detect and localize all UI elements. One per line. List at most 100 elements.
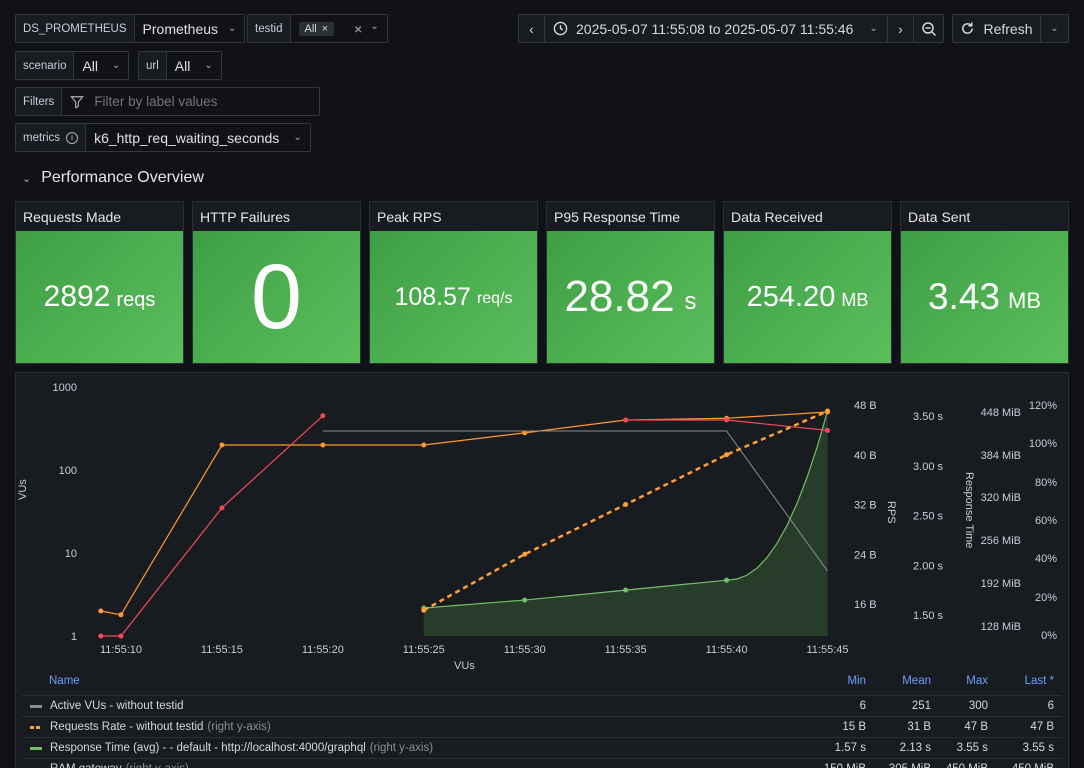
- legend-last-value: 450 MiB: [1012, 763, 1054, 768]
- legend-header-min[interactable]: Min: [847, 675, 866, 687]
- legend-min-value: 6: [859, 700, 866, 712]
- var-ds-label: DS_PROMETHEUS: [16, 15, 135, 42]
- legend-row[interactable]: Active VUs - without testid 6 251 300 6: [22, 695, 1062, 716]
- vus-red-line-b-point: [724, 417, 730, 423]
- stat-value: 28.82: [564, 272, 675, 321]
- legend-last-value: 6: [1047, 700, 1054, 712]
- stat-unit: MB: [1008, 288, 1041, 313]
- response-time-point: [724, 577, 730, 583]
- stat-body: 108.57 req/s: [370, 231, 537, 363]
- vus-red-line-b-point: [623, 417, 629, 423]
- y-response-time-axis-label: Response Time: [963, 472, 975, 549]
- var-metrics-select[interactable]: k6_http_req_waiting_seconds ⌄: [86, 124, 310, 151]
- var-testid[interactable]: testid All × × ⌄: [247, 14, 388, 43]
- section-title: Performance Overview: [41, 169, 204, 186]
- vus-orange-line-point: [118, 612, 124, 618]
- vus-red-line: [100, 415, 324, 637]
- y-percent-tick-label: 0%: [1041, 630, 1057, 642]
- testid-chip[interactable]: All ×: [298, 21, 335, 36]
- requests-rate-line-point: [825, 408, 830, 414]
- y-mib-tick-label: 320 MiB: [981, 492, 1021, 504]
- clock-icon: [553, 21, 568, 36]
- stat-unit: req/s: [476, 290, 513, 307]
- stat-body: 0: [193, 231, 360, 363]
- time-back-button[interactable]: ‹: [518, 14, 545, 43]
- var-testid-label: testid: [248, 15, 291, 42]
- vus-orange-line-point: [219, 442, 225, 448]
- var-testid-select[interactable]: All × × ⌄: [290, 15, 387, 42]
- x-tick-label: 11:55:20: [302, 644, 344, 656]
- testid-chip-label: All: [304, 22, 317, 35]
- var-url-label: url: [139, 52, 167, 79]
- y-time-tick-label: 2.00 s: [913, 560, 943, 572]
- legend-row[interactable]: Response Time (avg) - - default - http:/…: [22, 737, 1062, 758]
- var-metrics[interactable]: metrics i k6_http_req_waiting_seconds ⌄: [15, 123, 311, 152]
- vus-red-line-point: [320, 413, 326, 419]
- var-url-select[interactable]: All ⌄: [166, 52, 221, 79]
- section-row-performance[interactable]: ⌄ Performance Overview: [22, 169, 204, 187]
- stat-body: 254.20 MB: [724, 231, 891, 363]
- legend-row[interactable]: Requests Rate - without testid (right y-a…: [22, 716, 1062, 737]
- var-ds-select[interactable]: Prometheus ⌄: [134, 15, 245, 42]
- var-scenario-select[interactable]: All ⌄: [74, 52, 129, 79]
- series-color-swatch: [30, 725, 42, 729]
- vus-orange-line-point: [522, 430, 528, 436]
- y-left-axis-label: VUs: [17, 479, 29, 500]
- legend-mean-value: 305 MiB: [889, 763, 931, 768]
- requests-rate-line-point: [623, 502, 629, 507]
- stat-requests-made: Requests Made 2892 reqs: [15, 201, 184, 364]
- y-bytes-tick-label: 16 B: [854, 599, 877, 611]
- legend-max-value: 47 B: [964, 721, 988, 733]
- var-scenario[interactable]: scenario All ⌄: [15, 51, 130, 80]
- y-left-tick-label: 10: [65, 548, 77, 560]
- filter-input[interactable]: [94, 94, 295, 109]
- chip-remove-icon[interactable]: ×: [321, 22, 329, 35]
- stat-data-sent: Data Sent 3.43 MB: [900, 201, 1069, 364]
- var-url[interactable]: url All ⌄: [138, 51, 222, 80]
- chevron-down-icon: ⌄: [112, 60, 121, 71]
- y-bytes-tick-label: 48 B: [854, 400, 877, 412]
- refresh-button[interactable]: Refresh: [952, 14, 1041, 43]
- clear-icon[interactable]: ×: [354, 20, 363, 37]
- legend-header-name[interactable]: Name: [49, 675, 80, 687]
- response-time-point: [623, 587, 629, 593]
- stat-unit: reqs: [116, 288, 156, 311]
- vus-orange-line-point: [421, 442, 427, 448]
- response-time-area: [423, 411, 828, 636]
- legend-mean-value: 31 B: [907, 721, 931, 733]
- x-tick-label: 11:55:25: [403, 644, 445, 656]
- var-url-value: All: [174, 57, 191, 74]
- filter-icon: [70, 95, 85, 109]
- stat-unit: s: [684, 288, 697, 315]
- time-forward-button[interactable]: ›: [887, 14, 914, 43]
- y-time-tick-label: 1.50 s: [913, 610, 943, 622]
- y-mib-tick-label: 448 MiB: [981, 407, 1021, 419]
- stat-value: 2892: [43, 280, 111, 313]
- response-time-point: [522, 597, 528, 603]
- stat-title: Requests Made: [23, 208, 122, 225]
- refresh-interval-button[interactable]: ⌄: [1040, 14, 1069, 43]
- x-axis-label: VUs: [454, 660, 475, 672]
- var-scenario-value: All: [82, 57, 99, 74]
- legend-header-last[interactable]: Last *: [1024, 675, 1054, 687]
- filters-bar[interactable]: Filters: [15, 87, 320, 116]
- var-ds-prometheus[interactable]: DS_PROMETHEUS Prometheus ⌄: [15, 14, 246, 43]
- y-percent-tick-label: 20%: [1035, 592, 1057, 604]
- legend-series-name: Active VUs - without testid: [50, 700, 184, 712]
- x-tick-label: 11:55:35: [605, 644, 647, 656]
- legend-series-name: Response Time (avg) - - default - http:/…: [50, 742, 366, 754]
- x-tick-label: 11:55:10: [100, 644, 142, 656]
- legend-row[interactable]: RAM gateway (right y-axis) 150 MiB 305 MiB 4…: [22, 758, 1062, 768]
- stat-value: 0: [250, 246, 303, 348]
- y-time-tick-label: 3.00 s: [913, 461, 943, 473]
- time-range-picker[interactable]: 2025-05-07 11:55:08 to 2025-05-07 11:55:…: [544, 14, 888, 43]
- legend-header-mean[interactable]: Mean: [902, 675, 931, 687]
- legend-series-suffix: (right y-axis): [369, 742, 434, 754]
- stat-body: 2892 reqs: [16, 231, 183, 363]
- legend-header-max[interactable]: Max: [966, 675, 988, 687]
- series-color-swatch: [30, 746, 42, 750]
- timeseries-panel: [15, 372, 1069, 768]
- filters-input-wrap[interactable]: [62, 88, 319, 115]
- zoom-out-button[interactable]: [913, 14, 944, 43]
